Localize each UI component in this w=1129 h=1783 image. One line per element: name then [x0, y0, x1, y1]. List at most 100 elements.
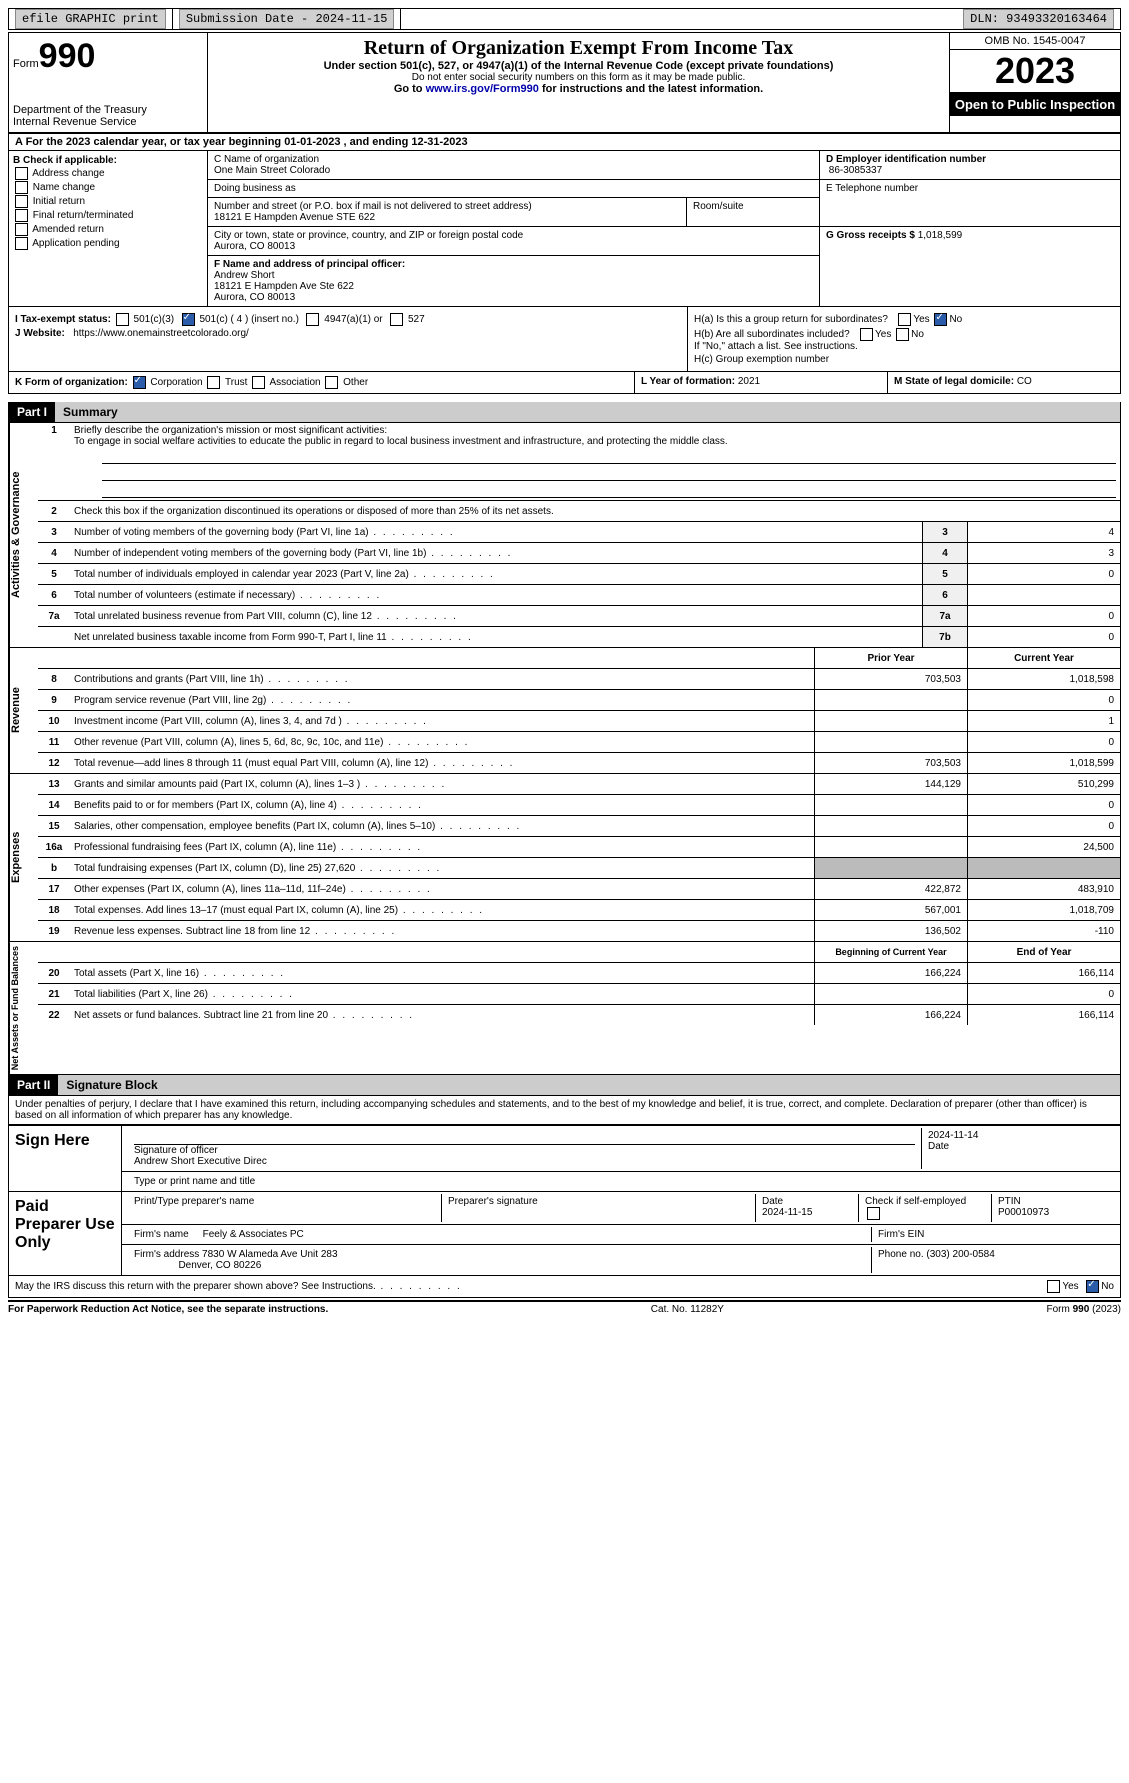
- line-22: 22Net assets or fund balances. Subtract …: [38, 1005, 1120, 1025]
- chk-other[interactable]: [325, 376, 338, 389]
- section-bcd: B Check if applicable: Address change Na…: [8, 151, 1121, 307]
- goto-link[interactable]: www.irs.gov/Form990: [426, 83, 539, 95]
- rev-hdr-label: [70, 656, 814, 660]
- part1-title: Summary: [55, 402, 1120, 422]
- vert-revenue: Revenue: [9, 648, 38, 773]
- current-value: 0: [967, 984, 1120, 1004]
- chk-ha-no[interactable]: [934, 313, 947, 326]
- website-value[interactable]: https://www.onemainstreetcolorado.org/: [73, 328, 249, 339]
- line-a-tax-year: A For the 2023 calendar year, or tax yea…: [8, 134, 1121, 151]
- prior-value: 567,001: [814, 900, 967, 920]
- line-label: Number of independent voting members of …: [70, 546, 922, 561]
- revenue-body: Prior Year Current Year 8Contributions a…: [38, 648, 1120, 773]
- prep-date-box: Date2024-11-15: [756, 1194, 859, 1222]
- line-10: 10Investment income (Part VIII, column (…: [38, 711, 1120, 732]
- prior-value: 703,503: [814, 669, 967, 689]
- subtitle: Under section 501(c), 527, or 4947(a)(1)…: [212, 60, 945, 72]
- ha-label: H(a) Is this a group return for subordin…: [694, 314, 888, 325]
- line-label: Net assets or fund balances. Subtract li…: [70, 1008, 814, 1023]
- line-box: 7a: [922, 606, 967, 626]
- opt-4947: 4947(a)(1) or: [324, 314, 382, 325]
- current-value: 166,114: [967, 1005, 1120, 1025]
- line-num: 13: [38, 777, 70, 792]
- chk-501c3[interactable]: [116, 313, 129, 326]
- chk-ha-yes[interactable]: [898, 313, 911, 326]
- officer-addr: 18121 E Hampden Ave Ste 622: [214, 281, 354, 292]
- chk-final-return[interactable]: Final return/terminated: [13, 209, 203, 222]
- line-value: 0: [967, 564, 1120, 584]
- line-num: 9: [38, 693, 70, 708]
- line-num: 18: [38, 903, 70, 918]
- ptin-value: P00010973: [998, 1207, 1049, 1218]
- perjury-declaration: Under penalties of perjury, I declare th…: [8, 1096, 1121, 1125]
- current-value: 0: [967, 732, 1120, 752]
- line-label: Other expenses (Part IX, column (A), lin…: [70, 882, 814, 897]
- sign-here-body: Signature of officer Andrew Short Execut…: [122, 1126, 1120, 1191]
- mission-rule-2: [102, 466, 1116, 481]
- signature-section: Sign Here Signature of officer Andrew Sh…: [8, 1125, 1121, 1276]
- line-label: Investment income (Part VIII, column (A)…: [70, 714, 814, 729]
- line-label: Other revenue (Part VIII, column (A), li…: [70, 735, 814, 750]
- line-label: Total expenses. Add lines 13–17 (must eq…: [70, 903, 814, 918]
- line-label: Benefits paid to or for members (Part IX…: [70, 798, 814, 813]
- chk-association[interactable]: [252, 376, 265, 389]
- address-row: Number and street (or P.O. box if mail i…: [208, 198, 819, 227]
- section-ij: I Tax-exempt status: 501(c)(3) 501(c) ( …: [9, 307, 688, 371]
- line-label: Total liabilities (Part X, line 26): [70, 987, 814, 1002]
- discuss-yes: Yes: [1062, 1281, 1078, 1292]
- paid-preparer-label: Paid Preparer Use Only: [9, 1192, 122, 1275]
- prior-value: 422,872: [814, 879, 967, 899]
- chk-hb-yes[interactable]: [860, 328, 873, 341]
- line-num: 16a: [38, 840, 70, 855]
- chk-trust[interactable]: [207, 376, 220, 389]
- line-label: Total assets (Part X, line 16): [70, 966, 814, 981]
- line-value: [967, 585, 1120, 605]
- efile-graphic-print[interactable]: efile GRAPHIC print: [9, 9, 173, 29]
- chk-501c[interactable]: [182, 313, 195, 326]
- chk-527[interactable]: [390, 313, 403, 326]
- current-value: 1,018,599: [967, 753, 1120, 773]
- chk-hb-no[interactable]: [896, 328, 909, 341]
- line-label: Professional fundraising fees (Part IX, …: [70, 840, 814, 855]
- firm-name-line: Firm's name Feely & Associates PC Firm's…: [122, 1225, 1120, 1245]
- firm-ein-box: Firm's EIN: [872, 1227, 1114, 1242]
- line-box: 5: [922, 564, 967, 584]
- end-year-header: End of Year: [967, 942, 1120, 962]
- h-a: H(a) Is this a group return for subordin…: [694, 313, 1114, 326]
- chk-4947[interactable]: [306, 313, 319, 326]
- website-label: J Website:: [15, 328, 65, 339]
- current-value: 1,018,709: [967, 900, 1120, 920]
- prior-value: 703,503: [814, 753, 967, 773]
- chk-initial-return[interactable]: Initial return: [13, 195, 203, 208]
- line-label: Number of voting members of the governin…: [70, 525, 922, 540]
- ha-no: No: [949, 314, 962, 325]
- section-b-checkboxes: B Check if applicable: Address change Na…: [9, 151, 208, 306]
- chk-discuss-yes[interactable]: [1047, 1280, 1060, 1293]
- firm-addr-value: 7830 W Alameda Ave Unit 283: [202, 1249, 337, 1260]
- opt-527: 527: [408, 314, 425, 325]
- line-box: 7b: [922, 627, 967, 647]
- line-num: 5: [38, 567, 70, 582]
- line-19: 19Revenue less expenses. Subtract line 1…: [38, 921, 1120, 941]
- prior-value: 144,129: [814, 774, 967, 794]
- gov-line-6: 6Total number of volunteers (estimate if…: [38, 585, 1120, 606]
- chk-discuss-no[interactable]: [1086, 1280, 1099, 1293]
- vert-expenses: Expenses: [9, 774, 38, 941]
- current-value: 24,500: [967, 837, 1120, 857]
- chk-application-pending[interactable]: Application pending: [13, 237, 203, 250]
- chk-self-employed[interactable]: [867, 1207, 880, 1220]
- prior-value: [814, 816, 967, 836]
- netassets-body: Beginning of Current Year End of Year 20…: [38, 942, 1120, 1074]
- chk-amended-return[interactable]: Amended return: [13, 223, 203, 236]
- chk-address-change[interactable]: Address change: [13, 167, 203, 180]
- chk-corporation[interactable]: [133, 376, 146, 389]
- gov-line-7b: Net unrelated business taxable income fr…: [38, 627, 1120, 647]
- line-num: b: [38, 861, 70, 876]
- irs: Internal Revenue Service: [13, 116, 203, 128]
- section-d-e-g: D Employer identification number 86-3085…: [819, 151, 1120, 306]
- header-left: Form990 Department of the Treasury Inter…: [9, 33, 208, 132]
- firm-phone-value: (303) 200-0584: [926, 1249, 994, 1260]
- chk-name-change[interactable]: Name change: [13, 181, 203, 194]
- revenue-header-row: Prior Year Current Year: [38, 648, 1120, 669]
- mission-rule-3: [102, 483, 1116, 498]
